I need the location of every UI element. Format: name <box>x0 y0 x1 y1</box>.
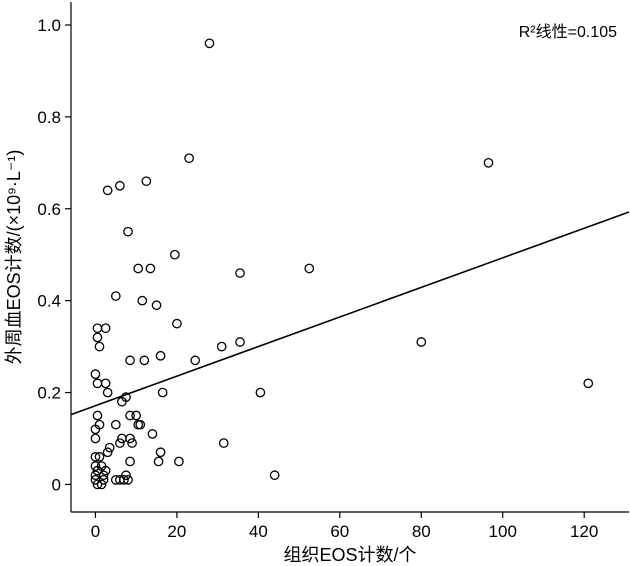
data-point <box>90 369 101 380</box>
data-point <box>102 387 113 398</box>
y-tick-label: 0.8 <box>37 108 61 127</box>
data-point <box>117 396 127 407</box>
data-point <box>102 447 113 458</box>
y-tick-label: 0.2 <box>37 384 61 403</box>
data-point <box>100 378 111 389</box>
data-point <box>94 341 105 352</box>
y-tick-label: 0.4 <box>37 292 61 311</box>
data-point <box>115 180 125 191</box>
y-tick-label: 0.6 <box>37 200 61 219</box>
data-point <box>204 38 215 49</box>
data-point <box>269 470 280 481</box>
data-point <box>141 176 152 187</box>
data-point <box>172 318 182 329</box>
regression-line <box>70 211 630 416</box>
data-point <box>92 378 103 389</box>
data-point <box>255 387 266 398</box>
data-point <box>218 438 229 448</box>
data-point <box>90 461 101 471</box>
data-point <box>90 474 101 485</box>
data-point <box>115 438 125 448</box>
data-point <box>151 300 162 311</box>
data-point <box>153 456 164 467</box>
data-point <box>104 442 115 453</box>
data-point <box>123 226 133 237</box>
y-tick-label: 0 <box>52 475 61 494</box>
data-point <box>94 452 105 462</box>
data-point <box>145 263 156 274</box>
regression-line-group <box>70 211 630 416</box>
data-point <box>100 323 111 334</box>
data-point <box>174 456 184 467</box>
x-tick-label: 40 <box>249 522 268 541</box>
data-point <box>235 337 245 347</box>
data-point <box>92 332 103 343</box>
data-point <box>304 263 315 274</box>
data-point <box>121 470 131 481</box>
data-point <box>92 465 103 476</box>
y-axis-label: 外周血EOS计数/(×10⁹·L⁻¹) <box>4 150 24 365</box>
data-point <box>119 474 129 485</box>
data-point <box>139 355 150 366</box>
data-point <box>583 378 594 389</box>
data-point <box>131 410 142 421</box>
r-squared-annotation: R²线性=0.105 <box>519 23 617 41</box>
data-point <box>155 447 166 458</box>
data-point <box>483 157 494 168</box>
x-axis-label: 组织EOS计数/个 <box>283 545 416 565</box>
data-point <box>102 185 113 196</box>
x-tick-label: 100 <box>489 522 517 541</box>
data-points <box>90 38 594 490</box>
data-point <box>125 410 135 421</box>
x-tick-label: 20 <box>167 522 186 541</box>
data-point <box>94 419 105 430</box>
data-point <box>110 419 121 430</box>
axis-labels: 组织EOS计数/个 外周血EOS计数/(×10⁹·L⁻¹) <box>4 150 417 565</box>
data-point <box>137 295 148 306</box>
data-point <box>235 268 245 278</box>
x-tick-label: 60 <box>330 522 349 541</box>
data-point <box>123 474 133 485</box>
axes: 0 0.2 0.4 0.6 0.8 1.0 0 20 40 60 80 100 120 <box>37 2 629 541</box>
data-point <box>90 433 101 444</box>
data-point <box>170 249 180 260</box>
data-point <box>216 341 227 352</box>
y-tick-label: 1.0 <box>37 16 61 35</box>
data-point <box>147 429 158 439</box>
data-point <box>184 153 194 164</box>
x-tick-label: 0 <box>91 522 100 541</box>
data-point <box>98 470 109 481</box>
x-tick-label: 80 <box>412 522 431 541</box>
data-point <box>127 438 137 448</box>
data-point <box>92 410 103 421</box>
data-point <box>92 479 103 490</box>
data-point <box>90 452 101 462</box>
data-point <box>155 350 166 361</box>
data-point <box>157 387 168 398</box>
data-point <box>135 419 146 430</box>
data-point <box>125 456 135 467</box>
data-point <box>125 433 135 444</box>
data-point <box>96 479 107 490</box>
data-point <box>133 263 144 274</box>
data-point <box>110 291 121 301</box>
data-point <box>190 355 201 366</box>
data-point <box>416 337 427 347</box>
data-point <box>125 355 135 366</box>
x-tick-label: 120 <box>570 522 598 541</box>
data-point <box>92 323 103 334</box>
